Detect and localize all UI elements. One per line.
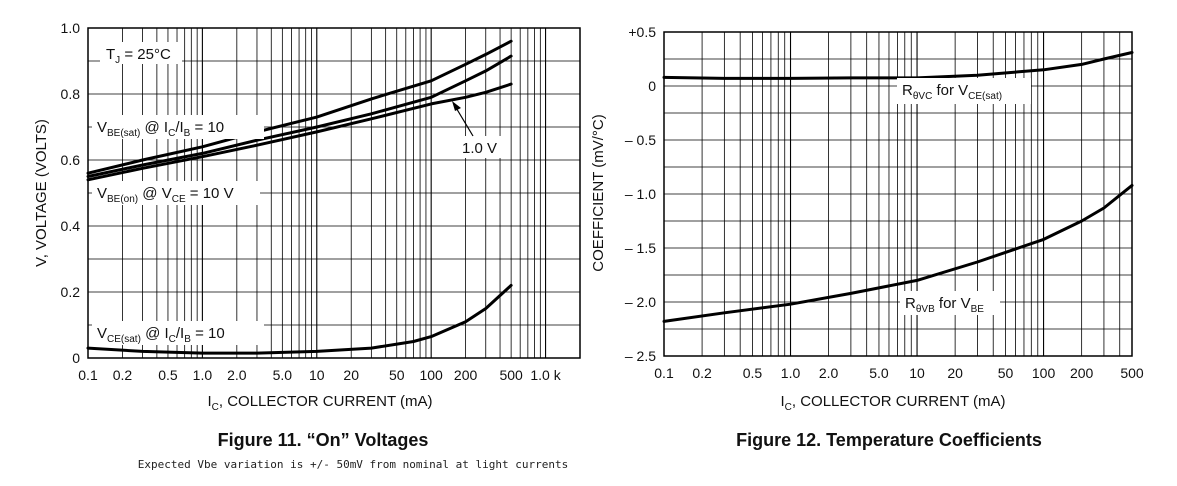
x-tick-label: 1.0 <box>193 367 213 383</box>
x-tick-label: 5.0 <box>273 367 293 383</box>
x-tick-label: 0.2 <box>692 365 712 381</box>
one-volt-arrowhead <box>452 101 461 111</box>
chart2-x-axis-label: IC, COLLECTOR CURRENT (mA) <box>780 393 1005 413</box>
chart1-grid <box>88 28 580 358</box>
x-tick-label: 10 <box>909 365 925 381</box>
y-tick-label: – 0.5 <box>625 132 656 148</box>
x-tick-label: 200 <box>1070 365 1094 381</box>
r-vc-annotation: RθVC for VCE(sat) <box>902 82 1002 102</box>
series-line-3 <box>86 283 513 355</box>
chart2-y-axis-label: COEFFICIENT (mV/°C) <box>590 114 607 271</box>
series-line-1 <box>86 54 513 178</box>
y-tick-label: 0 <box>648 78 656 94</box>
x-tick-label: 2.0 <box>227 367 247 383</box>
chart2-grid <box>664 32 1132 356</box>
x-tick-label: 500 <box>499 367 523 383</box>
y-tick-label: – 1.5 <box>625 240 656 256</box>
x-tick-label: 2.0 <box>819 365 839 381</box>
y-tick-label: 0 <box>72 350 80 366</box>
one-volt-leader-line <box>454 105 474 137</box>
vbe-sat-label-bg <box>92 115 264 139</box>
chart1-note: Expected Vbe variation is +/- 50mV from … <box>138 458 568 471</box>
x-tick-label: 50 <box>998 365 1014 381</box>
x-tick-label: 1.0 k <box>530 367 561 383</box>
r-vb-annotation: RθVB for VBE <box>905 295 984 315</box>
series-line-0 <box>86 39 513 175</box>
x-tick-label: 200 <box>454 367 478 383</box>
chart-on-voltages: 0.1 0.2 0.5 1.0 2.0 5.0 10 20 50 100 200 500 1.0 k 0… <box>33 20 581 471</box>
x-tick-label: 0.5 <box>743 365 763 381</box>
chart-temperature-coefficients: 0.1 0.2 0.5 1.0 2.0 5.0 10 20 50 100 200 500 +0.5 0 –… <box>590 24 1144 450</box>
x-tick-label: 0.1 <box>654 365 674 381</box>
y-tick-label: – 2.5 <box>625 348 656 364</box>
x-tick-label: 0.5 <box>158 367 178 383</box>
y-tick-label: – 2.0 <box>625 294 656 310</box>
chart1-x-axis-label: IC, COLLECTOR CURRENT (mA) <box>207 393 432 413</box>
vbe-sat-annotation: VBE(sat) @ IC/IB = 10 <box>97 119 224 139</box>
chart1-series <box>86 39 513 355</box>
chart1-x-tick-labels: 0.1 0.2 0.5 1.0 2.0 5.0 10 20 50 100 200 500 1.0 k <box>78 367 561 383</box>
chart1-y-tick-labels: 0 0.2 0.4 0.6 0.8 1.0 <box>61 20 81 366</box>
vce-sat-annotation: VCE(sat) @ IC/IB = 10 <box>97 325 225 345</box>
x-tick-label: 5.0 <box>869 365 889 381</box>
y-tick-label: 0.2 <box>61 284 81 300</box>
y-tick-label: +0.5 <box>628 24 656 40</box>
chart2-y-tick-labels: +0.5 0 – 0.5 – 1.0 – 1.5 – 2.0 – 2.5 <box>625 24 656 364</box>
series-line-0 <box>662 51 1134 80</box>
chart2-frame <box>663 31 1133 357</box>
x-tick-label: 0.2 <box>113 367 133 383</box>
y-tick-label: 0.6 <box>61 152 81 168</box>
vbe-on-annotation: VBE(on) @ VCE = 10 V <box>97 185 234 205</box>
x-tick-label: 20 <box>343 367 359 383</box>
chart1-caption: Figure 11. “On” Voltages <box>218 430 429 450</box>
series-line-2 <box>86 82 513 182</box>
y-tick-label: – 1.0 <box>625 186 656 202</box>
chart1-frame <box>87 27 581 359</box>
x-tick-label: 10 <box>309 367 325 383</box>
x-tick-label: 50 <box>389 367 405 383</box>
x-tick-label: 20 <box>947 365 963 381</box>
tj-annotation: TJ = 25°C <box>106 46 171 66</box>
x-tick-label: 500 <box>1120 365 1144 381</box>
x-tick-label: 1.0 <box>781 365 801 381</box>
y-tick-label: 0.8 <box>61 86 81 102</box>
x-tick-label: 100 <box>419 367 443 383</box>
tj-label-bg <box>100 42 182 64</box>
vbe-on-label-bg <box>92 181 260 205</box>
r-vb-label-bg <box>900 291 1000 315</box>
x-tick-label: 0.1 <box>78 367 98 383</box>
y-tick-label: 0.4 <box>61 218 81 234</box>
one-volt-annotation: 1.0 V <box>462 140 497 157</box>
series-line-1 <box>662 183 1134 323</box>
chart2-caption: Figure 12. Temperature Coefficients <box>736 430 1042 450</box>
r-vc-label-bg <box>897 78 1031 104</box>
x-tick-label: 100 <box>1032 365 1056 381</box>
vce-sat-label-bg <box>92 321 264 345</box>
chart2-x-tick-labels: 0.1 0.2 0.5 1.0 2.0 5.0 10 20 50 100 200 500 <box>654 365 1144 381</box>
one-volt-label-bg <box>458 136 506 158</box>
chart1-y-axis-label: V, VOLTAGE (VOLTS) <box>33 119 50 267</box>
y-tick-label: 1.0 <box>61 20 81 36</box>
chart2-series <box>662 51 1134 323</box>
